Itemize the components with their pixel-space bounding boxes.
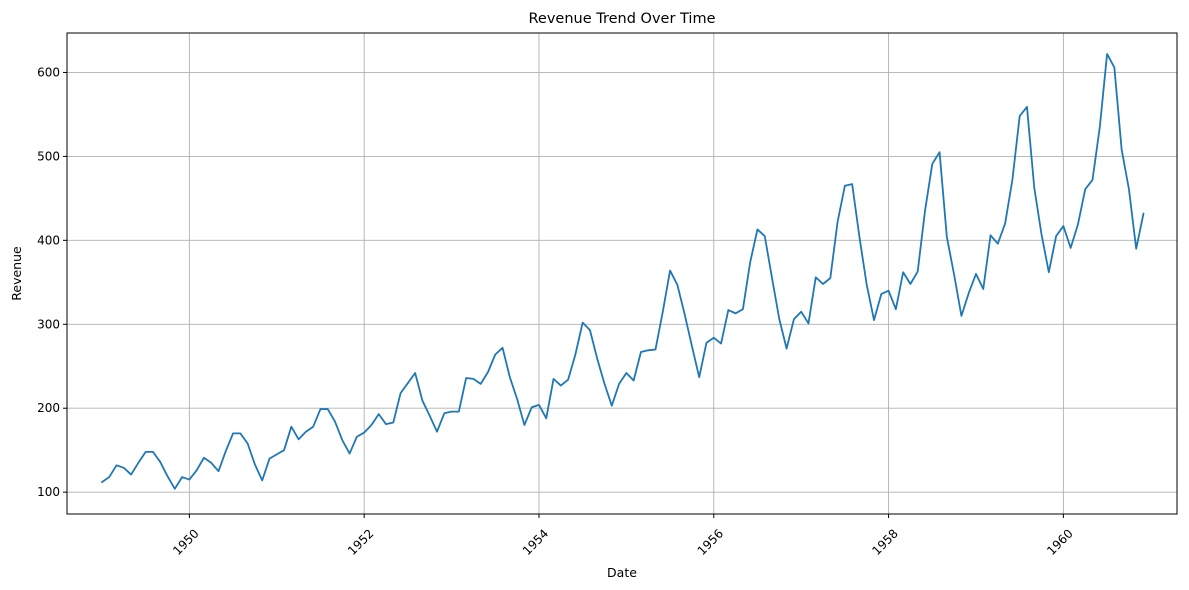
y-tick-label: 100 [37, 485, 60, 499]
chart-title: Revenue Trend Over Time [528, 11, 715, 27]
y-tick-label: 600 [37, 65, 60, 79]
x-tick-label: 1956 [695, 526, 726, 557]
y-tick-label: 300 [37, 317, 60, 331]
x-axis: 1950 1952 1954 1956 1958 1960 [170, 514, 1076, 558]
x-tick-label: 1960 [1044, 526, 1075, 557]
x-tick-label: 1954 [520, 526, 551, 557]
x-tick-label: 1950 [170, 526, 201, 557]
y-tick-label: 400 [37, 233, 60, 247]
y-axis-label: Revenue [9, 246, 24, 301]
x-tick-label: 1958 [869, 526, 900, 557]
x-tick-label: 1952 [345, 526, 376, 557]
y-tick-label: 500 [37, 149, 60, 163]
y-axis: 100 200 300 400 500 600 [37, 65, 67, 499]
grid-lines [67, 33, 1177, 514]
x-axis-label: Date [607, 565, 637, 580]
revenue-series-line [101, 53, 1145, 490]
y-tick-label: 200 [37, 401, 60, 415]
plot-frame [66, 32, 1178, 515]
series-layer [101, 53, 1145, 490]
